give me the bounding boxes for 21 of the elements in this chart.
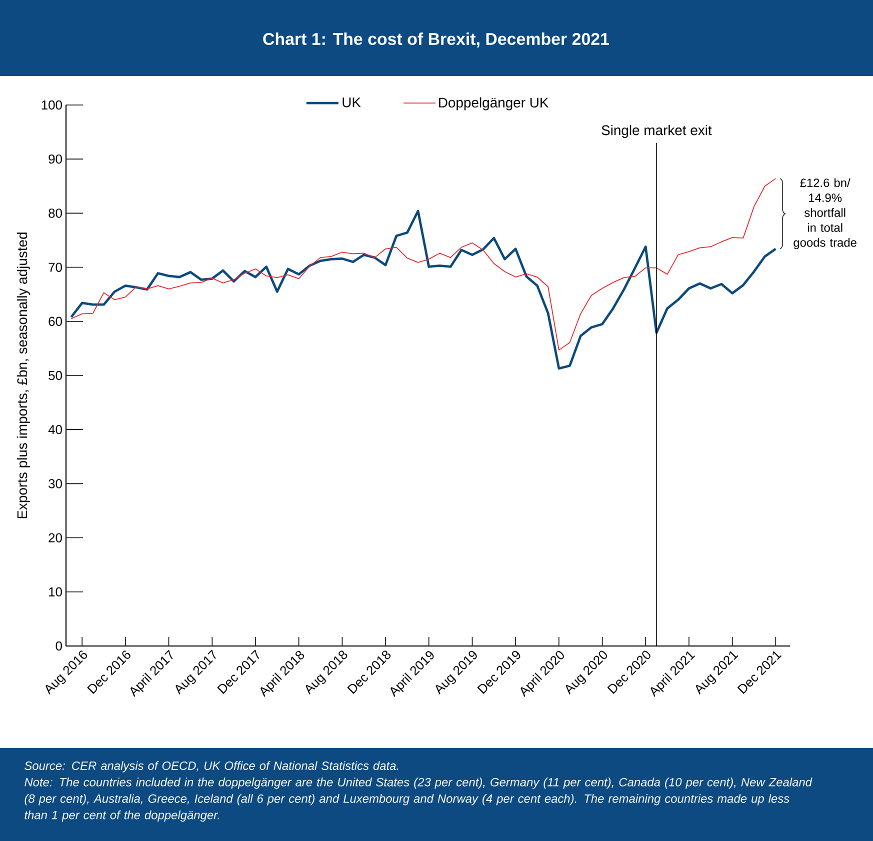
y-axis-title: Exports plus imports, £bn, seasonally adjusted [16, 232, 30, 518]
source-note: Source: CER analysis of OECD, UK Office of National Statistics data. [24, 761, 398, 772]
legend-label: Doppelgänger UK [439, 97, 549, 110]
y-tick-label: 100 [42, 100, 62, 110]
y-tick-label: 30 [48, 479, 62, 488]
text: Note: The countries included in the doppelgänger are the United States (23 per cent), Germany (11 per cent), Canada (10 per cent), New Zealand (8 per cent), Australia, Greece, Iceland (all 6 per cent) and Luxembourg and Norway (4 per cent each). The remaining countries made up less than 1 per cent of the doppelgänger. [24, 778, 812, 822]
y-tick-label: 90 [48, 154, 62, 164]
ref-line-label: Single market exit [602, 124, 712, 138]
text: £12.6 bn/ 14.9% shortfall in total goods trade [794, 178, 856, 250]
legend-label: UK [342, 98, 361, 108]
line-series [70, 178, 776, 351]
y-tick-label: 40 [48, 424, 62, 434]
chart-title: Chart 1: The cost of Brexit, December 2021 [263, 32, 609, 48]
y-tick-label: 20 [48, 533, 62, 542]
line-series [70, 210, 777, 370]
y-tick-label: 0 [56, 641, 62, 651]
y-tick-label: 10 [49, 587, 62, 596]
y-tick-label: 80 [48, 208, 62, 218]
y-tick-label: 50 [48, 370, 62, 380]
y-tick-label: 60 [48, 316, 62, 326]
y-tick-label: 70 [48, 262, 62, 272]
